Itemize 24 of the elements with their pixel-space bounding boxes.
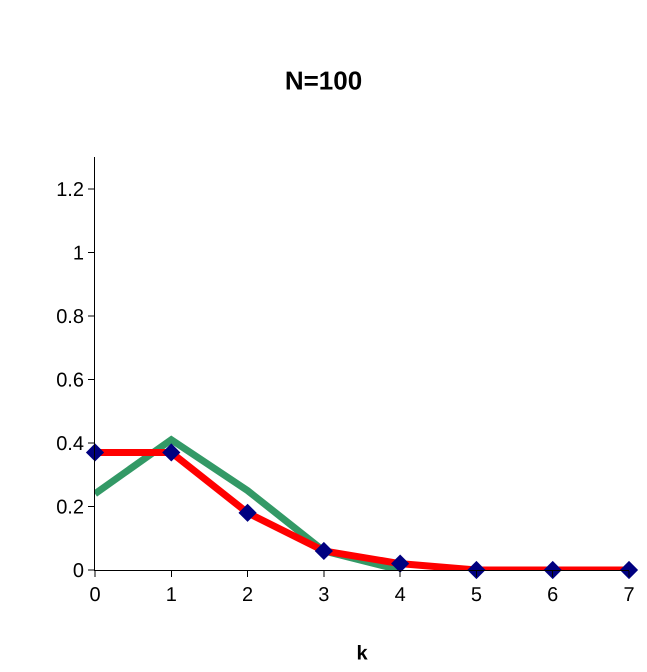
y-tick-label: 1 <box>72 242 84 264</box>
x-tick-label: 2 <box>242 584 254 606</box>
y-tick-label: 0.4 <box>56 432 84 455</box>
y-tick-label: 0.6 <box>56 369 84 392</box>
point <box>238 504 257 522</box>
x-tick-label: 0 <box>89 584 101 606</box>
y-tick-label: 0 <box>72 560 84 582</box>
x-tick-label: 4 <box>394 584 406 606</box>
point <box>391 554 410 573</box>
point <box>467 560 486 580</box>
point <box>620 560 638 580</box>
chart-title: N=100 <box>284 66 362 96</box>
y-tick-label: 0.2 <box>56 496 84 518</box>
point <box>86 443 104 462</box>
point <box>314 542 333 560</box>
x-tick-label: 1 <box>166 584 177 606</box>
y-tick-label: 0.8 <box>56 306 84 328</box>
x-tick-label: 5 <box>470 584 482 606</box>
x-tick-label: 6 <box>547 584 558 606</box>
y-tick-label: 1.2 <box>56 178 84 201</box>
x-axis-title: k <box>356 642 368 664</box>
x-tick-label: 7 <box>623 584 635 606</box>
point <box>162 443 180 462</box>
x-tick-label: 3 <box>318 584 330 606</box>
